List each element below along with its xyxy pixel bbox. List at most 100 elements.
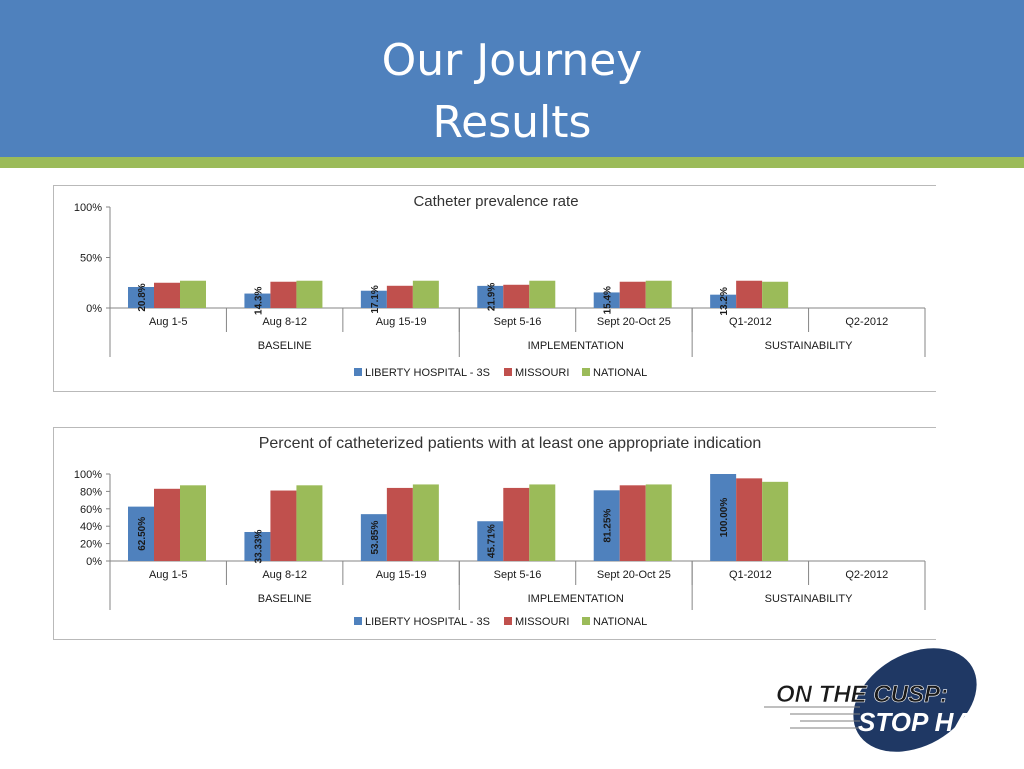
chart1-bar-national [529,280,556,308]
chart1-legend-swatch [504,368,512,376]
chart1-bar-missouri [386,285,413,308]
chart2-bar-liberty [477,521,504,561]
chart1-bar-national [180,280,206,308]
chart2-legend-swatch [582,617,590,625]
chart2-bar-liberty [710,474,737,561]
chart1-bar-liberty [128,286,154,308]
chart1-data-label: 21.9% [486,283,497,311]
chart1-legend-swatch [582,368,590,376]
chart2-legend-swatch [504,617,512,625]
chart1-bar-missouri [736,280,763,308]
chart1-category-label: Sept 20-Oct 25 [597,316,671,328]
header-accent-stripe [0,157,1024,168]
chart1-category-label: Q1-2012 [729,316,772,328]
chart2-data-label: 45.71% [486,524,497,558]
chart1-y-tick-label: 50% [80,253,102,265]
chart2-bar-liberty [593,490,620,561]
chart2-bar-missouri [386,487,413,561]
chart2-group-label: SUSTAINABILITY [765,593,853,605]
chart2-category-label: Aug 8-12 [262,569,307,581]
chart2-bar-liberty [128,506,154,561]
chart1-category-label: Aug 1-5 [149,316,188,328]
chart1-category-label: Sept 5-16 [494,316,542,328]
chart1-group-label: IMPLEMENTATION [528,340,624,352]
chart1-data-label: 14.3% [253,286,264,314]
chart2-legend-swatch [354,617,362,625]
chart1-category-label: Aug 8-12 [262,316,307,328]
chart1-bar-liberty [477,285,504,308]
catheter-prevalence-chart: Catheter prevalence rate 0% 50% 100% Aug 1-5… [53,185,936,392]
chart1-title: Catheter prevalence rate [413,193,578,210]
chart2-bar-missouri [270,490,297,561]
on-the-cusp-logo: ON THE CUSP: STOP HAI [760,640,1020,764]
chart1-bar-national [296,280,323,308]
chart2-bar-national [762,481,789,561]
chart1-bar-national [412,280,439,308]
chart1-bar-liberty [710,294,737,308]
chart1-legend-swatch [354,368,362,376]
slide-title-line2: Results [432,97,592,148]
chart2-y-tick-label: 20% [80,539,102,551]
chart1-y-tick-label: 0% [86,303,102,315]
chart2-category-label: Sept 20-Oct 25 [597,569,671,581]
chart2-legend-label: MISSOURI [515,616,569,628]
chart1-group-label: SUSTAINABILITY [765,340,853,352]
catheter-prevalence-chart-svg: Catheter prevalence rate 0% 50% 100% Aug 1-5… [74,193,926,379]
chart2-group-label: BASELINE [258,593,312,605]
chart1-data-label: 17.1% [370,285,381,313]
appropriate-indication-chart: Percent of catheterized patients with at… [53,427,936,640]
chart2-bar-national [412,484,439,561]
chart2-y-tick-label: 60% [80,504,102,516]
appropriate-indication-chart-svg: Percent of catheterized patients with at… [74,435,926,628]
chart2-data-label: 62.50% [137,517,148,551]
chart2-data-label: 81.25% [603,509,614,543]
chart2-bar-national [180,485,206,561]
logo-line1: ON THE CUSP: [776,681,948,708]
chart1-bar-missouri [619,281,646,308]
chart2-y-tick-label: 80% [80,486,102,498]
chart2-y-tick-label: 40% [80,521,102,533]
chart2-bar-liberty [244,532,271,561]
chart2-category-label: Aug 1-5 [149,569,188,581]
chart2-group-label: IMPLEMENTATION [528,593,624,605]
chart2-category-label: Q1-2012 [729,569,772,581]
chart1-bar-liberty [360,290,387,308]
header-bar [0,0,1024,157]
chart2-bar-national [529,484,556,561]
slide-title-line1: Our Journey [381,35,643,86]
chart1-bar-missouri [503,284,530,308]
chart1-category-label: Q2-2012 [845,316,888,328]
chart2-title: Percent of catheterized patients with at… [259,435,762,452]
chart1-legend-label: NATIONAL [593,367,647,379]
chart2-category-label: Sept 5-16 [494,569,542,581]
chart1-legend-label: LIBERTY HOSPITAL - 3S [365,367,490,379]
chart1-bar-national [762,281,789,308]
chart2-bar-missouri [154,488,180,561]
chart2-legend-label: LIBERTY HOSPITAL - 3S [365,616,490,628]
chart2-bar-national [296,485,323,561]
chart1-data-label: 15.4% [603,286,614,314]
chart1-bar-missouri [154,282,180,308]
chart2-data-label: 100.00% [719,498,730,538]
chart2-category-label: Aug 15-19 [376,569,427,581]
chart1-data-label: 13.2% [719,287,730,315]
chart1-bar-liberty [244,293,271,308]
chart1-bar-missouri [270,281,297,308]
chart1-category-label: Aug 15-19 [376,316,427,328]
chart2-legend-label: NATIONAL [593,616,647,628]
chart2-data-label: 33.33% [253,529,264,563]
chart2-category-label: Q2-2012 [845,569,888,581]
chart1-group-label: BASELINE [258,340,312,352]
chart1-bar-national [645,280,672,308]
chart2-bar-missouri [503,487,530,561]
chart1-legend-label: MISSOURI [515,367,569,379]
chart2-bar-national [645,484,672,561]
logo-line2: STOP HAI [858,707,980,737]
chart2-y-tick-label: 0% [86,556,102,568]
on-the-cusp-logo-art: ON THE CUSP: STOP HAI [764,648,980,752]
chart1-y-tick-label: 100% [74,202,102,214]
chart2-data-label: 53.85% [370,521,381,555]
slide-title: Our Journey Results [0,30,1024,154]
chart2-bar-liberty [360,514,387,561]
chart2-bar-missouri [736,478,763,561]
